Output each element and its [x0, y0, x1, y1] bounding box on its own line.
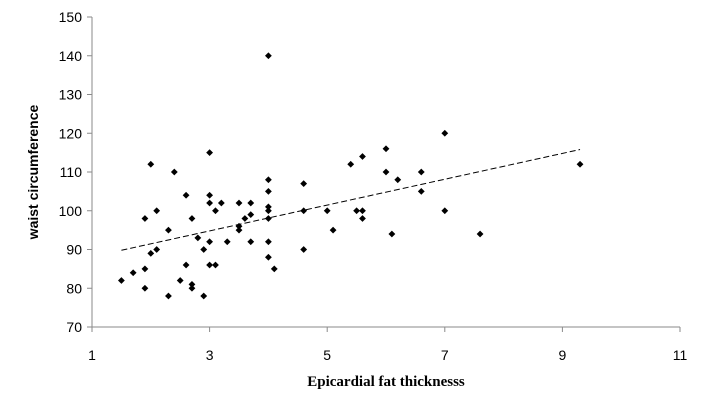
y-tick-label: 100	[59, 203, 83, 219]
data-point	[165, 226, 172, 234]
x-tick-label: 9	[559, 347, 567, 363]
data-point	[212, 207, 219, 215]
x-tick-label: 11	[673, 347, 688, 363]
data-point	[182, 261, 190, 269]
y-tick-label: 140	[59, 48, 83, 64]
data-point	[153, 207, 161, 215]
y-tick-label: 90	[66, 242, 82, 258]
y-ticks: 70 80 90 100 110 120 130 140 150	[59, 9, 92, 335]
data-point	[235, 199, 243, 207]
x-ticks: 1 3 5 7 9 11	[88, 327, 687, 363]
data-point	[265, 52, 272, 60]
data-point	[153, 246, 161, 253]
data-point	[217, 199, 225, 207]
data-point	[265, 253, 272, 261]
y-axis-title: waist circumference	[25, 104, 41, 240]
data-point	[141, 284, 149, 292]
data-point	[170, 168, 178, 176]
x-tick-label: 5	[323, 347, 331, 363]
y-tick-label: 80	[66, 280, 82, 296]
data-point	[300, 246, 308, 253]
data-point	[223, 238, 231, 246]
y-tick-label: 150	[59, 9, 83, 25]
data-point	[388, 230, 396, 238]
data-point	[300, 207, 308, 215]
data-point	[270, 265, 278, 273]
data-point	[200, 292, 208, 300]
data-point	[206, 199, 213, 207]
data-point	[265, 215, 272, 222]
data-point	[176, 277, 184, 284]
data-point	[323, 207, 331, 215]
data-point	[300, 180, 308, 188]
x-axis-title: Epicardial fat thicknesss	[307, 374, 465, 390]
x-tick-label: 1	[88, 347, 96, 363]
data-point	[206, 261, 213, 269]
data-point	[359, 207, 366, 215]
data-point	[382, 168, 390, 176]
data-points	[118, 52, 584, 300]
data-point	[359, 215, 366, 222]
data-point	[417, 168, 425, 176]
data-point	[417, 187, 425, 195]
data-point	[206, 191, 213, 199]
data-point	[241, 215, 249, 222]
data-point	[353, 207, 360, 215]
y-tick-label: 120	[59, 125, 83, 141]
data-point	[206, 238, 213, 246]
data-point	[247, 211, 255, 219]
data-point	[265, 176, 272, 184]
data-point	[265, 187, 272, 195]
data-point	[118, 277, 125, 284]
data-point	[476, 230, 484, 238]
data-point	[165, 292, 172, 300]
data-point	[247, 238, 255, 246]
data-point	[265, 238, 272, 246]
data-point	[194, 234, 202, 242]
data-point	[576, 160, 584, 168]
data-point	[329, 226, 337, 234]
y-tick-label: 130	[59, 87, 83, 103]
data-point	[141, 215, 149, 222]
x-tick-label: 3	[206, 347, 214, 363]
data-point	[359, 153, 366, 160]
data-point	[394, 176, 402, 184]
x-tick-label: 7	[441, 347, 449, 363]
data-point	[129, 269, 137, 277]
data-point	[182, 191, 190, 199]
data-point	[188, 215, 196, 222]
data-point	[147, 160, 155, 168]
data-point	[188, 284, 196, 292]
data-point	[206, 149, 213, 157]
data-point	[382, 145, 390, 153]
data-point	[441, 207, 449, 215]
data-point	[265, 203, 272, 211]
data-point	[347, 160, 355, 168]
data-point	[235, 226, 243, 234]
data-point	[200, 246, 208, 253]
data-point	[212, 261, 219, 269]
data-point	[247, 199, 255, 207]
y-tick-label: 70	[66, 319, 82, 335]
y-tick-label: 110	[60, 164, 83, 180]
data-point	[141, 265, 149, 273]
data-point	[147, 249, 155, 257]
data-point	[188, 280, 196, 288]
data-point	[265, 207, 272, 215]
data-point	[441, 129, 449, 137]
trendline	[121, 149, 581, 251]
